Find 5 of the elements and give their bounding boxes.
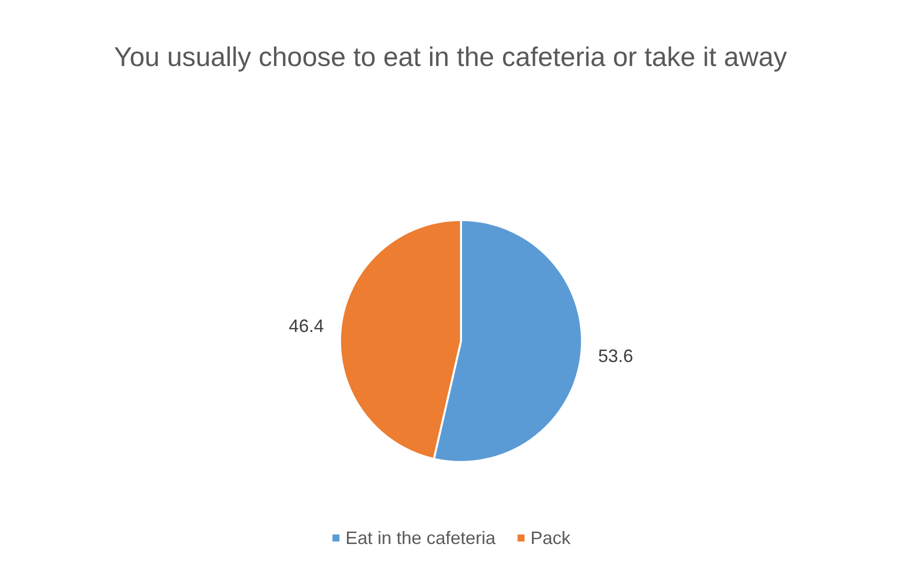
legend-label: Pack — [530, 528, 572, 548]
legend-label: Eat in the cafeteria — [345, 528, 497, 548]
data-label: 53.6 — [598, 346, 634, 366]
data-label: 46.4 — [288, 316, 324, 336]
chart-title: You usually choose to eat in the cafeteria or take it away — [114, 42, 788, 72]
